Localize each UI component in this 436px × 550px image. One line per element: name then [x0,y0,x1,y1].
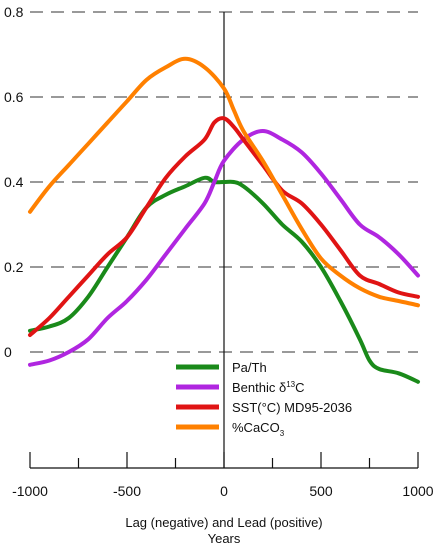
tick-labels: 0 0.2 0.4 0.6 0.8 -1000 -500 0 500 1000 [4,4,434,499]
legend-label: Benthic δ13C [232,380,305,395]
series-line-1 [28,129,420,367]
series-lines [28,56,420,384]
legend-label: %CaCO3 [232,420,285,438]
x-tick-label: 500 [309,483,333,499]
x-tick-label: 1000 [402,483,433,499]
x-tick-label: -1000 [12,483,48,499]
x-axis-label: Lag (negative) and Lead (positive) [125,515,322,530]
x-tick-label: -500 [113,483,141,499]
y-tick-label: 0.2 [4,259,24,275]
x-tick-label: 0 [220,483,228,499]
axes [29,12,419,469]
x-axis-unit-label: Years [208,531,241,546]
y-tick-label: 0.8 [4,4,24,20]
series-line-3 [28,56,420,308]
legend-label: Pa/Th [232,360,267,375]
y-tick-label: 0.4 [4,174,24,190]
legend: Pa/Th Benthic δ13C SST(°C) MD95-2036 %CaCO3 [176,360,352,438]
series-line-2 [28,116,420,337]
y-tick-label: 0 [4,344,12,360]
y-tick-label: 0.6 [4,89,24,105]
series-line-0 [28,175,420,384]
legend-label: SST(°C) MD95-2036 [232,400,352,415]
